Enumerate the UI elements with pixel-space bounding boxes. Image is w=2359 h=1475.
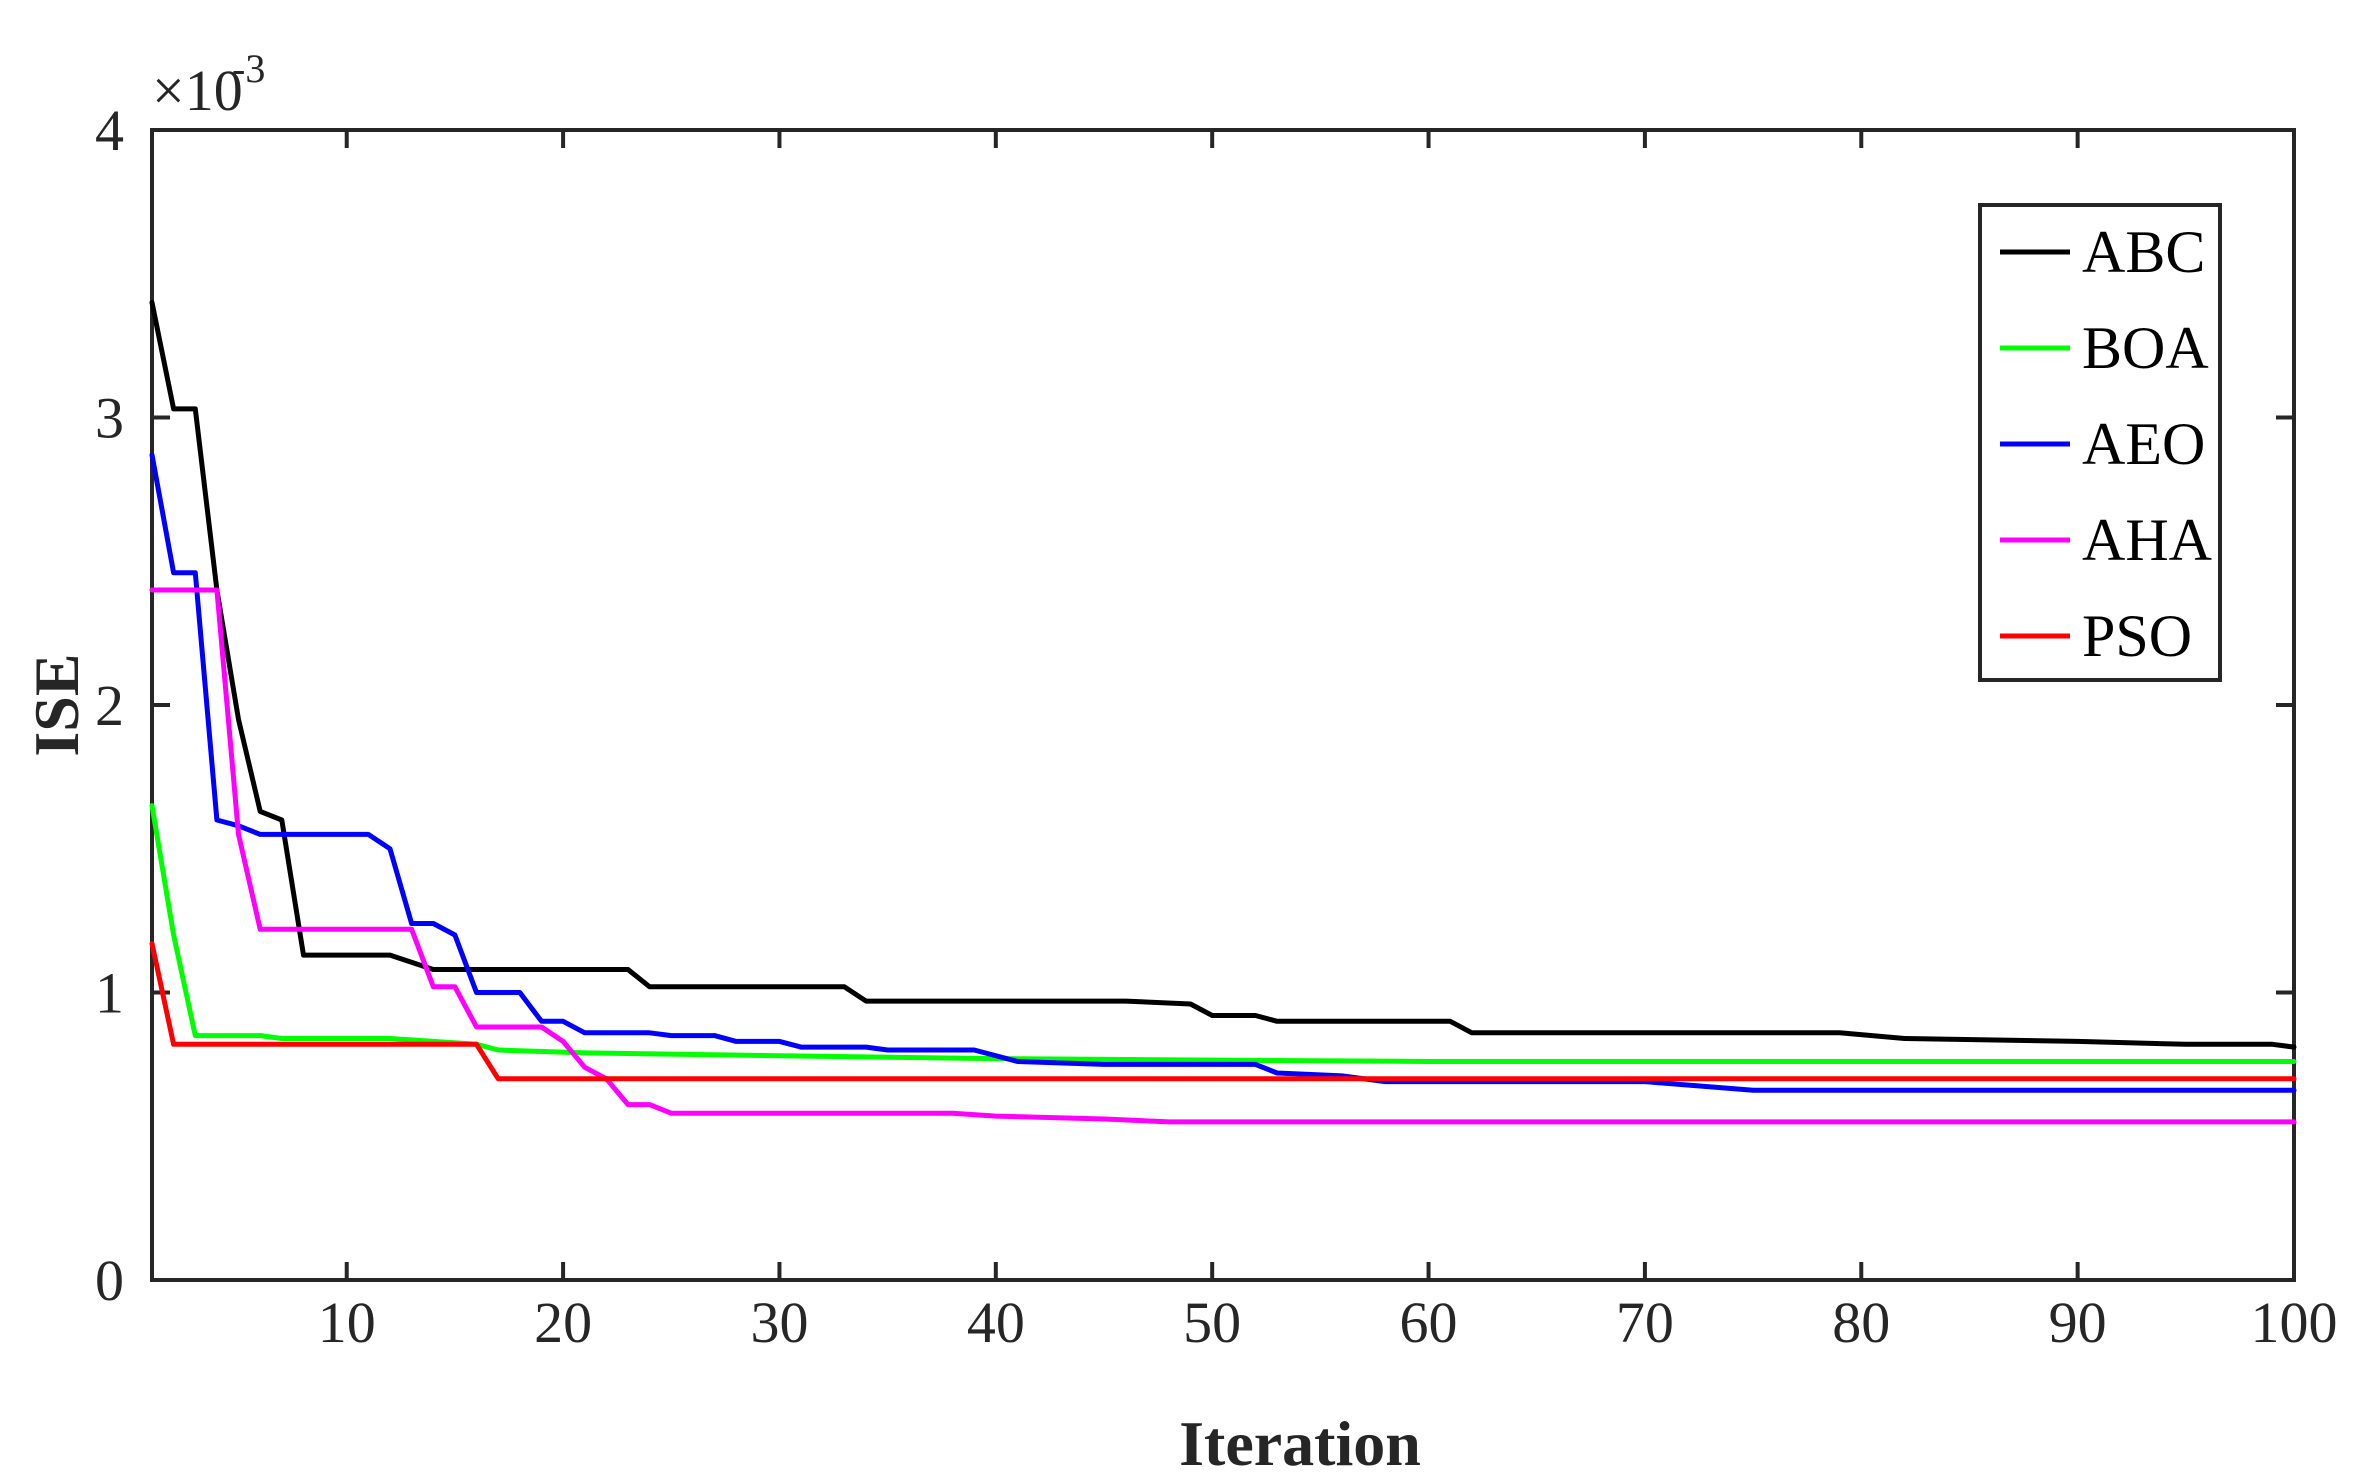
y-exponent-power: -3: [232, 46, 265, 91]
y-exponent-base: ×10: [152, 58, 243, 123]
legend-label-abc: ABC: [2082, 219, 2205, 285]
y-tick-label: 0: [95, 1248, 124, 1313]
y-tick-label: 1: [95, 961, 124, 1026]
y-tick-label: 3: [95, 386, 124, 451]
legend-items: ABC BOA AEO AHA PSO: [2000, 219, 2212, 669]
x-tick-label: 10: [318, 1290, 376, 1355]
legend-label-aha: AHA: [2082, 507, 2212, 573]
x-tick-label: 40: [967, 1290, 1025, 1355]
x-tick-label: 90: [2049, 1290, 2107, 1355]
series-line-pso: [149, 941, 2297, 1082]
series-line-abc: [149, 300, 2297, 1050]
series-lines: [149, 300, 2297, 1125]
x-tick-label: 30: [750, 1290, 808, 1355]
legend-label-boa: BOA: [2082, 315, 2209, 381]
x-axis-title: Iteration: [1179, 1408, 1421, 1475]
x-tick-label: 100: [2251, 1290, 2338, 1355]
axis-ticks: 10 20 30 40 50 60 70 80 90 100 0 1 2 3 4: [95, 98, 2338, 1355]
y-axis-title: ISE: [21, 653, 92, 756]
x-tick-label: 50: [1183, 1290, 1241, 1355]
y-tick-label: 2: [95, 673, 124, 738]
series-line-aeo: [149, 452, 2297, 1093]
y-axis-exponent: ×10 -3: [152, 46, 265, 123]
x-tick-label: 80: [1832, 1290, 1890, 1355]
x-tick-label: 60: [1400, 1290, 1458, 1355]
y-tick-label: 4: [95, 98, 124, 163]
legend: ABC BOA AEO AHA PSO: [1978, 203, 2222, 682]
legend-label-pso: PSO: [2082, 603, 2192, 669]
legend-label-aeo: AEO: [2082, 411, 2205, 477]
x-tick-label: 20: [534, 1290, 592, 1355]
x-tick-label: 70: [1616, 1290, 1674, 1355]
series-line-aha: [149, 587, 2297, 1125]
